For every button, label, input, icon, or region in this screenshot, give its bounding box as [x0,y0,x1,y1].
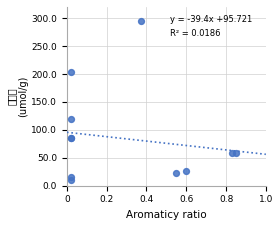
Point [69,136,73,140]
Text: y = -39.4x +95.721: y = -39.4x +95.721 [170,15,253,24]
Point [174,172,179,175]
Point [69,70,73,74]
Y-axis label: 흡착능
(umol/g): 흡착능 (umol/g) [7,76,29,117]
Text: R² = 0.0186: R² = 0.0186 [170,29,221,38]
Point [234,152,238,155]
Point [230,152,234,155]
Point [69,117,73,121]
Point [69,136,73,140]
Point [184,169,188,173]
Point [69,178,73,182]
Point [69,175,73,179]
Point [138,19,143,23]
X-axis label: Aromaticy ratio: Aromaticy ratio [126,210,207,220]
